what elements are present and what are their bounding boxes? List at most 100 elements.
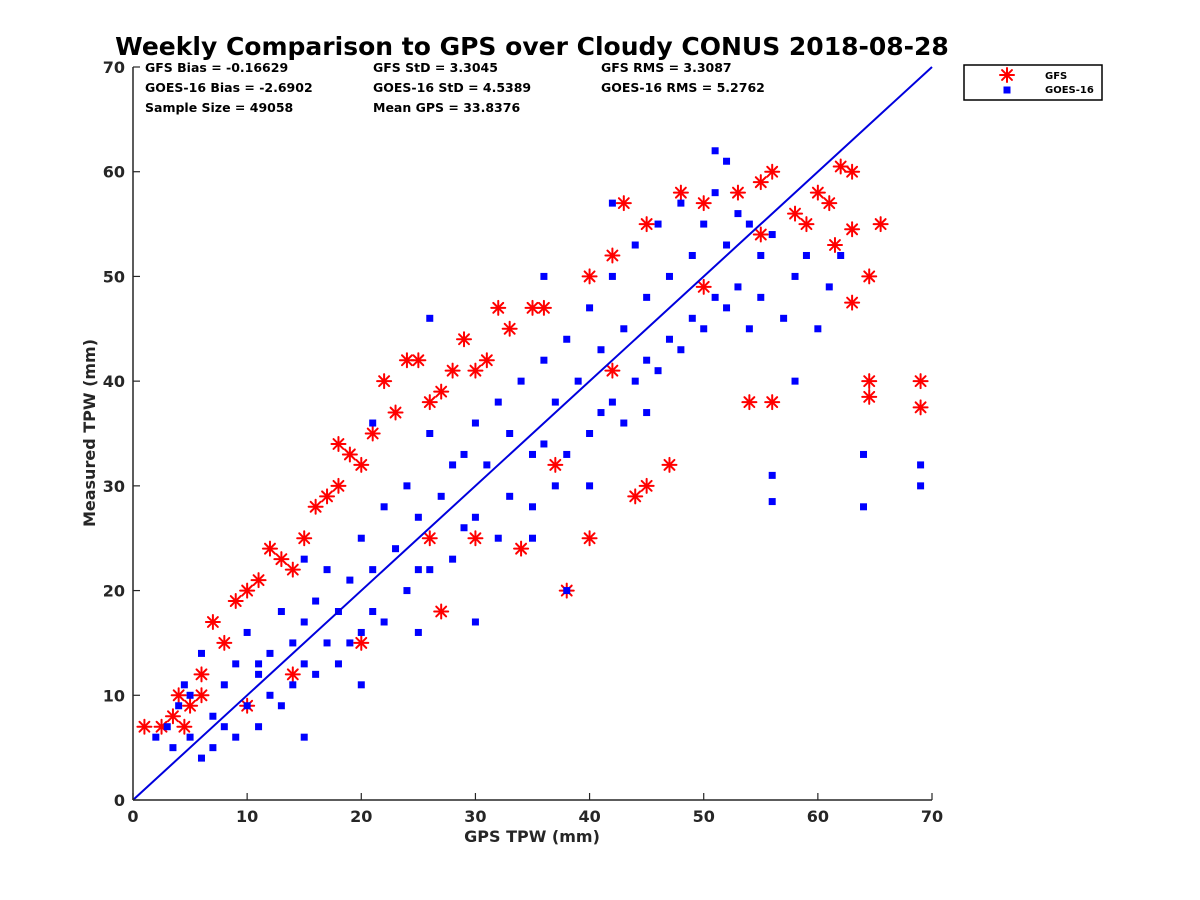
- stat-text: GFS StD = 3.3045: [373, 60, 498, 75]
- goes16-point: [711, 189, 719, 197]
- goes16-point: [608, 199, 616, 207]
- goes16-point: [586, 430, 594, 437]
- goes16-point: [471, 618, 479, 626]
- x-tick-label: 20: [350, 807, 372, 826]
- gfs-point: [330, 477, 347, 494]
- goes16-point: [186, 691, 194, 699]
- goes16-point: [414, 628, 422, 636]
- goes16-point: [300, 618, 308, 626]
- goes16-point: [529, 450, 536, 458]
- goes16-point: [700, 220, 708, 228]
- x-tick-label: 40: [578, 807, 600, 826]
- gfs-point: [535, 299, 552, 316]
- gfs-point: [638, 477, 655, 494]
- goes16-point: [277, 702, 285, 710]
- gfs-point: [490, 299, 507, 316]
- x-axis-label: GPS TPW (mm): [464, 827, 600, 846]
- goes16-point: [791, 377, 799, 385]
- gfs-point: [353, 634, 370, 651]
- data-points: [136, 147, 929, 762]
- y-tick-label: 70: [103, 58, 125, 77]
- goes16-point: [723, 304, 731, 312]
- goes16-point: [209, 744, 217, 752]
- y-axis-label: Measured TPW (mm): [80, 339, 99, 527]
- goes16-point: [734, 283, 742, 291]
- y-axis-ticks: 0 10 20 30 40 50 60 70: [103, 58, 140, 810]
- goes16-point: [711, 293, 719, 301]
- goes16-point: [529, 503, 536, 511]
- goes16-point: [357, 534, 365, 542]
- gfs-point: [695, 278, 712, 295]
- legend-goes-square-icon: [1003, 86, 1011, 94]
- y-tick-label: 50: [103, 267, 125, 286]
- goes16-point: [346, 576, 354, 584]
- goes16-point: [243, 702, 251, 710]
- goes16-point: [631, 377, 639, 385]
- gfs-point: [387, 404, 404, 421]
- goes16-point: [574, 377, 582, 385]
- stats-block: GFS Bias = -0.16629 GFS StD = 3.3045 GFS R…: [145, 60, 765, 115]
- goes16-point: [460, 524, 468, 532]
- goes16-point: [232, 733, 240, 741]
- goes16-point: [643, 409, 651, 417]
- stat-text: GOES-16 StD = 4.5389: [373, 80, 531, 95]
- gfs-point: [421, 530, 438, 547]
- goes16-point: [677, 199, 685, 207]
- gfs-point: [227, 593, 244, 610]
- goes16-point: [186, 733, 194, 741]
- x-tick-label: 70: [921, 807, 943, 826]
- goes16-point: [757, 251, 765, 259]
- gfs-point: [826, 237, 843, 254]
- goes16-point: [449, 555, 457, 563]
- gfs-point: [752, 174, 769, 191]
- gfs-point: [912, 373, 929, 390]
- gfs-point: [912, 399, 929, 416]
- goes16-point: [631, 241, 639, 249]
- goes16-point: [255, 670, 263, 678]
- goes16-point: [152, 733, 160, 741]
- goes16-point: [665, 272, 673, 280]
- gfs-point: [513, 540, 530, 557]
- gfs-point: [764, 394, 781, 411]
- gfs-point: [764, 163, 781, 180]
- goes16-point: [414, 566, 422, 574]
- legend-gfs-asterisk-icon: [999, 67, 1015, 83]
- goes16-point: [768, 231, 776, 239]
- goes16-point: [688, 251, 696, 259]
- goes16-point: [494, 534, 502, 542]
- goes16-point: [243, 628, 251, 636]
- goes16-point: [369, 608, 377, 616]
- gfs-point: [741, 394, 758, 411]
- goes16-point: [608, 272, 616, 280]
- goes16-point: [323, 639, 331, 647]
- goes16-point: [346, 639, 354, 647]
- gfs-point: [182, 697, 199, 714]
- goes16-point: [369, 566, 377, 574]
- goes16-point: [540, 440, 548, 448]
- gfs-point: [216, 634, 233, 651]
- goes16-point: [506, 430, 514, 437]
- goes16-point: [323, 566, 331, 574]
- x-tick-label: 0: [127, 807, 138, 826]
- gfs-point: [872, 216, 889, 233]
- goes16-point: [620, 325, 628, 333]
- goes16-point: [825, 283, 833, 291]
- goes16-point: [209, 712, 217, 720]
- goes16-point: [723, 157, 731, 165]
- goes16-point: [380, 618, 388, 626]
- goes16-point: [255, 723, 263, 731]
- goes16-point: [563, 335, 571, 343]
- y-tick-label: 30: [103, 477, 125, 496]
- x-tick-label: 10: [236, 807, 258, 826]
- legend-label-gfs: GFS: [1045, 71, 1067, 82]
- goes16-point: [917, 482, 925, 490]
- goes16-point: [506, 492, 514, 500]
- goes16-point: [232, 660, 240, 668]
- goes16-point: [860, 503, 868, 511]
- gfs-point: [638, 216, 655, 233]
- goes16-point: [426, 430, 434, 437]
- one-to-one-line: [132, 66, 933, 801]
- gfs-point: [433, 383, 450, 400]
- goes16-point: [517, 377, 525, 385]
- stat-text: GOES-16 Bias = -2.6902: [145, 80, 313, 95]
